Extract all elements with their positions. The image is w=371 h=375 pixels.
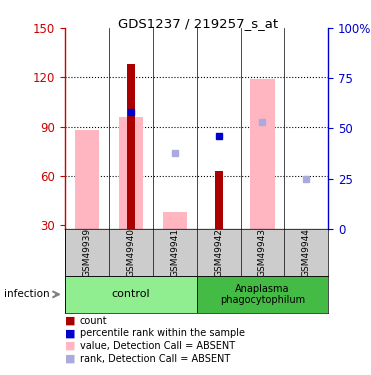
Text: GSM49943: GSM49943 [258, 228, 267, 277]
Bar [197, 276, 328, 313]
Text: GDS1237 / 219257_s_at: GDS1237 / 219257_s_at [118, 17, 279, 30]
Text: control: control [111, 290, 150, 299]
Text: count: count [80, 316, 107, 326]
Text: ■: ■ [65, 328, 75, 338]
Text: value, Detection Call = ABSENT: value, Detection Call = ABSENT [80, 341, 235, 351]
Text: GSM49941: GSM49941 [170, 228, 179, 277]
Text: infection: infection [4, 290, 49, 299]
Text: GSM49944: GSM49944 [302, 228, 311, 277]
Bar [215, 171, 223, 229]
Text: GSM49942: GSM49942 [214, 228, 223, 277]
Bar [127, 64, 135, 229]
Text: GSM49939: GSM49939 [82, 228, 91, 277]
Bar [65, 276, 197, 313]
Text: percentile rank within the sample: percentile rank within the sample [80, 328, 245, 338]
Text: Anaplasma
phagocytophilum: Anaplasma phagocytophilum [220, 284, 305, 305]
Text: ■: ■ [65, 354, 75, 364]
Text: ■: ■ [65, 341, 75, 351]
Bar [162, 212, 187, 229]
Text: rank, Detection Call = ABSENT: rank, Detection Call = ABSENT [80, 354, 230, 364]
Bar [75, 130, 99, 229]
Bar [119, 117, 143, 229]
Text: ■: ■ [65, 316, 75, 326]
Bar [250, 79, 275, 229]
Text: GSM49940: GSM49940 [126, 228, 135, 277]
